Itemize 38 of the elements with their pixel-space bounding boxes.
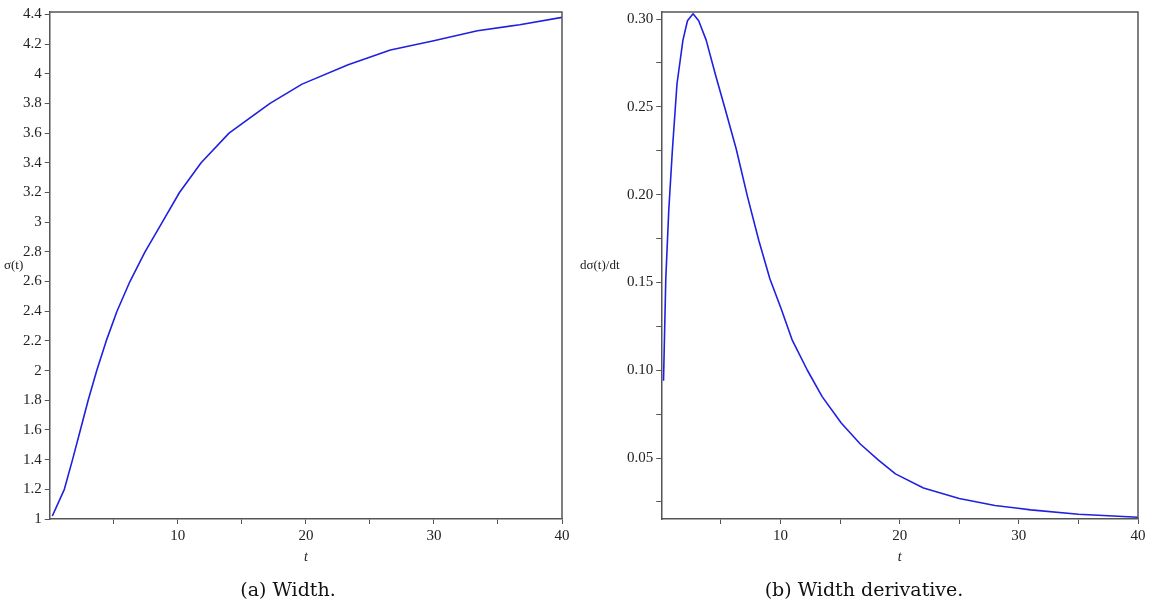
y-tick-label: 4.2 [23,35,42,51]
x-tick-label: 20 [892,526,908,543]
y-tick-label: 2.6 [23,272,43,289]
y-tick-label: 1.8 [23,391,42,408]
text: (b) Width derivative. [763,578,965,600]
y-tick-label: 0.20 [627,185,654,202]
y-tick-label: 1.6 [23,420,43,437]
y-tick-label: 2.8 [23,242,42,259]
x-tick-label: 30 [426,526,442,543]
y-tick-label: 1.4 [23,450,43,467]
y-tick-label: 3 [34,213,42,230]
y-tick-label: 0.25 [627,97,654,114]
x-tick-label: 40 [1130,526,1146,543]
y-tick-label: 2.2 [23,331,42,348]
text: (a) Width. [239,578,337,600]
x-axis-title: t [303,548,309,564]
y-tick-label: 1 [34,509,42,526]
y-tick-label: 3.2 [23,183,42,200]
x-tick-label: 30 [1011,526,1027,543]
y-tick-label: 0.10 [627,361,654,378]
y-tick-label: 2 [34,361,42,378]
x-tick-label: 10 [772,526,788,543]
y-tick-label: 4 [34,64,43,81]
y-tick-label: 3.8 [23,94,42,111]
y-tick-label: 2.4 [23,302,43,319]
y-tick-label: 0.05 [627,449,654,465]
y-axis-title: σ(t) [4,256,24,272]
x-tick-label: 40 [554,526,570,543]
y-tick-label: 0.30 [627,9,654,26]
y-axis-title: dσ(t)/dt [580,256,620,272]
x-axis-title: t [897,548,903,564]
x-tick-label: 10 [170,526,186,543]
y-tick-label: 3.4 [23,153,43,170]
y-tick-label: 3.6 [23,124,43,141]
y-tick-label: 1.2 [23,480,42,497]
x-tick-label: 20 [298,526,314,543]
y-tick-label: 4.4 [23,5,43,22]
y-tick-label: 0.15 [627,273,654,290]
